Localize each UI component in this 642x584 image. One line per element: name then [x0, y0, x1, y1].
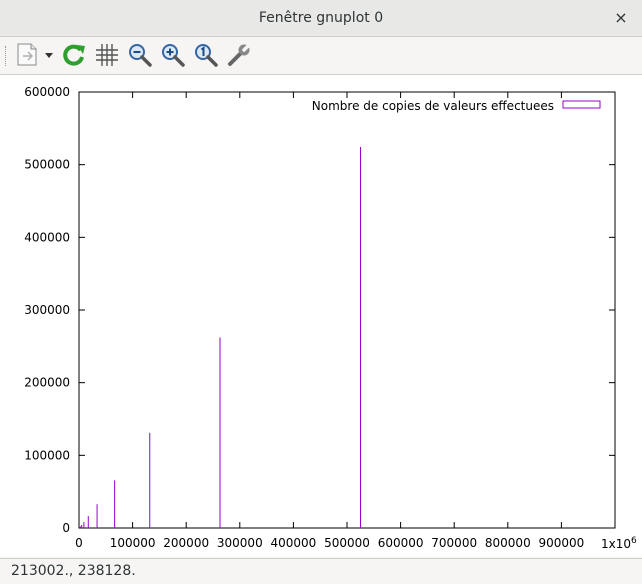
- toolbar: [0, 37, 642, 75]
- y-tick-label: 500000: [24, 158, 70, 172]
- zoom-reset-button[interactable]: [192, 41, 220, 69]
- y-tick-label: 600000: [24, 85, 70, 99]
- y-tick-label: 400000: [24, 230, 70, 244]
- x-tick-label: 600000: [378, 536, 424, 550]
- y-tick-label: 0: [62, 521, 70, 535]
- plot-area[interactable]: 0 100000 200000 300000 400000 500000 600000 0 10…: [0, 75, 642, 557]
- legend-label: Nombre de copies de valeurs effectuees: [312, 99, 554, 113]
- zoom-out-icon: [129, 44, 152, 67]
- settings-button[interactable]: [225, 41, 253, 69]
- x-multiplier-exponent: 6: [631, 536, 637, 546]
- title-bar: Fenêtre gnuplot 0 ×: [0, 0, 642, 37]
- close-icon[interactable]: ×: [614, 8, 628, 27]
- y-tick-label: 100000: [24, 448, 70, 462]
- x-tick-label: 300000: [217, 536, 263, 550]
- x-tick-label: 400000: [270, 536, 316, 550]
- export-button[interactable]: [15, 41, 57, 69]
- cursor-coordinates: 213002., 238128.: [11, 563, 136, 579]
- zoom-in-button[interactable]: [159, 41, 187, 69]
- y-tick-label: 200000: [24, 376, 70, 390]
- x-tick-label: 200000: [163, 536, 209, 550]
- x-multiplier-base: 1x10: [601, 537, 631, 551]
- export-icon: [17, 43, 53, 66]
- toolbar-grip: [5, 46, 8, 66]
- zoom-in-icon: [162, 44, 185, 67]
- x-tick-label: 500000: [324, 536, 370, 550]
- replot-button[interactable]: [60, 41, 88, 69]
- x-tick-label: 700000: [431, 536, 477, 550]
- zoom-out-button[interactable]: [126, 41, 154, 69]
- y-tick-label: 300000: [24, 303, 70, 317]
- window-title: Fenêtre gnuplot 0: [258, 10, 384, 26]
- plot-frame: [78, 91, 616, 529]
- settings-wrench-icon: [228, 43, 251, 66]
- status-bar: 213002., 238128.: [0, 558, 642, 584]
- replot-icon: [63, 44, 85, 66]
- legend-swatch: [562, 100, 601, 109]
- zoom-reset-icon: [195, 44, 218, 67]
- x-multiplier-label: 1x106: [601, 536, 637, 551]
- grid-icon: [96, 44, 118, 66]
- x-tick-label: 900000: [538, 536, 584, 550]
- x-tick-label: 800000: [485, 536, 531, 550]
- impulse-chart: 0 100000 200000 300000 400000 500000 600000 0 10…: [24, 85, 637, 551]
- x-tick-label: 0: [75, 536, 83, 550]
- grid-button[interactable]: [93, 41, 121, 69]
- x-tick-label: 100000: [110, 536, 156, 550]
